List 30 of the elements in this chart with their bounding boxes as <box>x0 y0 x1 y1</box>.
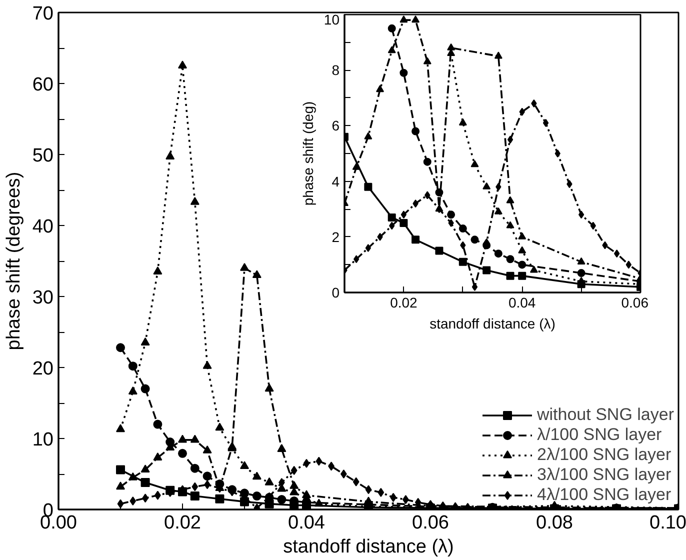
x-axis-title: standoff distance (λ) <box>430 316 556 332</box>
x-tick-label: 0.04 <box>508 294 536 310</box>
x-tick-label: 0.10 <box>650 512 686 534</box>
legend-label: 2λ/100 SNG layer <box>537 445 672 465</box>
x-tick-label: 0.02 <box>390 294 418 310</box>
y-tick-label: 20 <box>32 358 54 380</box>
legend-label: 3λ/100 SNG layer <box>537 465 672 485</box>
x-tick-label: 0.08 <box>536 512 573 534</box>
y-tick-label: 50 <box>32 146 54 166</box>
y-tick-label: 30 <box>32 288 54 308</box>
x-tick-label: 0.06 <box>412 512 449 534</box>
y-axis-title: phase shift (deg) <box>300 101 316 206</box>
x-tick-label: 0.02 <box>164 512 201 534</box>
y-tick-label: 8 <box>332 62 340 78</box>
y-tick-label: 60 <box>32 74 54 96</box>
y-tick-label: 40 <box>32 216 54 238</box>
y-tick-label: 6 <box>332 118 340 134</box>
y-tick-label: 0 <box>332 284 340 300</box>
x-tick-label: 0.04 <box>288 512 326 534</box>
legend-label: without SNG layer <box>537 405 674 425</box>
y-tick-label: 70 <box>32 4 54 24</box>
y-tick-label: 10 <box>324 12 340 28</box>
x-tick-label: 0.06 <box>621 294 649 310</box>
y-tick-label: 10 <box>32 430 54 450</box>
legend-label: λ/100 SNG layer <box>537 425 662 445</box>
x-axis-title: standoff distance (λ) <box>283 536 454 558</box>
legend-label: 4λ/100 SNG layer <box>537 485 672 505</box>
y-tick-label: 4 <box>332 173 340 190</box>
y-axis-title: phase shift (degrees) <box>3 172 24 350</box>
y-tick-label: 2 <box>332 228 340 245</box>
